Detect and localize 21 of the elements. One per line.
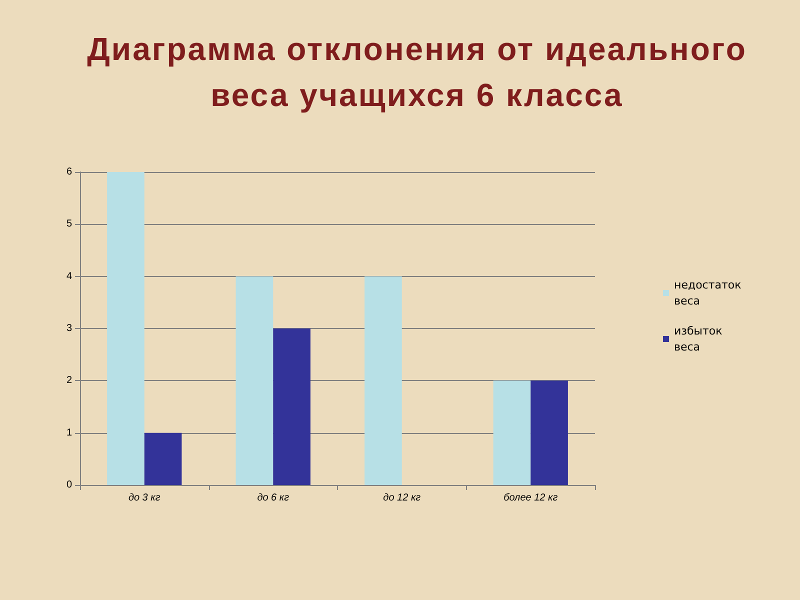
bar	[273, 328, 310, 485]
bar	[530, 380, 568, 485]
y-tick-label: 2	[66, 375, 72, 386]
bar	[236, 276, 274, 485]
x-tick-label: более 12 кг	[504, 492, 558, 504]
bar	[144, 432, 182, 485]
y-tick-label: 5	[66, 218, 72, 230]
y-tick-label: 0	[66, 480, 72, 490]
y-tick-label: 6	[66, 166, 72, 178]
x-tick-label: до 12 кг	[383, 492, 421, 504]
x-tick-label: до 6 кг	[257, 492, 290, 504]
chart-title: Диаграмма отклонения от идеального веса учащихся 6 класса	[86, 30, 748, 115]
legend-label: недостаток веса	[674, 278, 742, 308]
y-tick-label: 3	[66, 323, 72, 334]
y-tick-label: 4	[66, 270, 72, 282]
legend-label: избыток веса	[674, 324, 723, 354]
y-tick-label: 1	[66, 427, 72, 438]
bar	[107, 172, 144, 485]
bar	[364, 276, 402, 485]
bar	[493, 380, 531, 485]
x-tick-label: до 3 кг	[128, 492, 160, 504]
